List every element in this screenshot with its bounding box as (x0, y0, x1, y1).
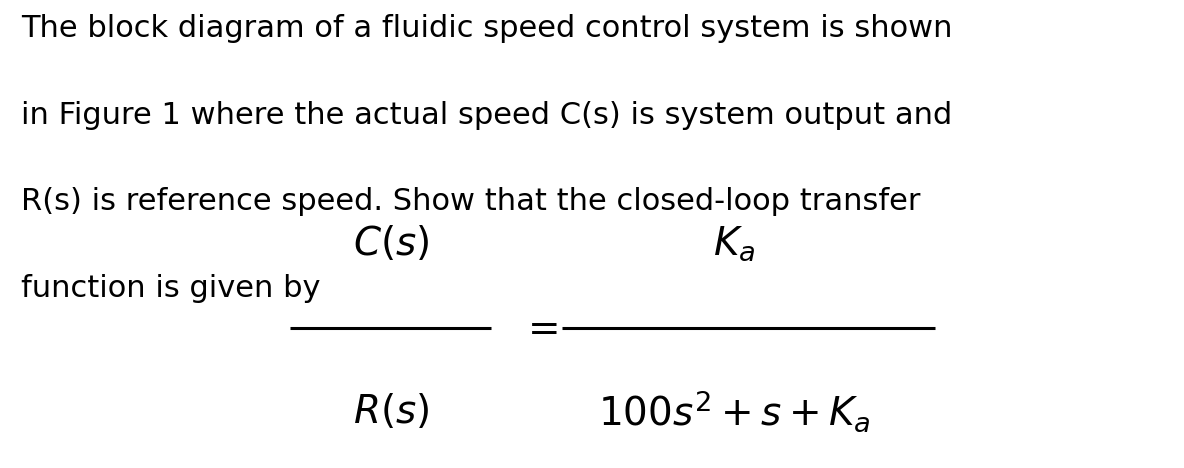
Text: in Figure 1 where the actual speed C(s) is system output and: in Figure 1 where the actual speed C(s) … (21, 101, 953, 130)
Text: $C(s)$: $C(s)$ (353, 224, 429, 263)
Text: $100s^2+s+K_a$: $100s^2+s+K_a$ (598, 389, 870, 434)
Text: $K_a$: $K_a$ (713, 224, 755, 263)
Text: $=$: $=$ (520, 308, 558, 347)
Text: function is given by: function is given by (21, 274, 321, 303)
Text: $R(s)$: $R(s)$ (353, 392, 429, 431)
Text: The block diagram of a fluidic speed control system is shown: The block diagram of a fluidic speed con… (21, 14, 953, 43)
Text: R(s) is reference speed. Show that the closed-loop transfer: R(s) is reference speed. Show that the c… (21, 187, 921, 216)
